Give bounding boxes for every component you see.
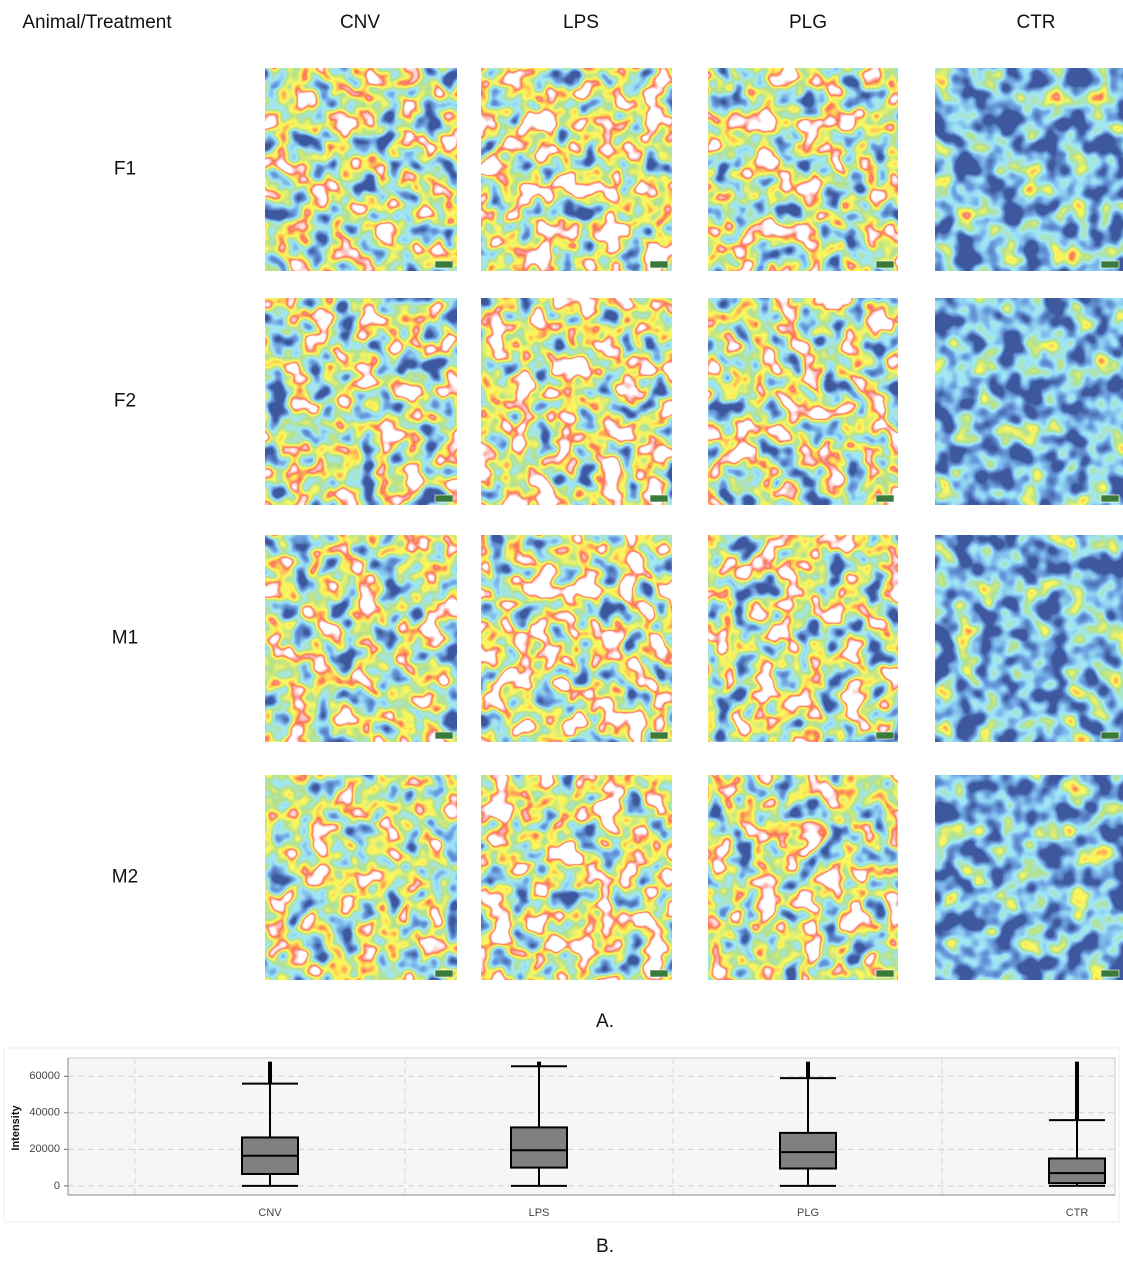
heatmap-panel <box>265 775 457 980</box>
box <box>779 1131 837 1170</box>
scale-bar <box>434 260 454 269</box>
heatmap-panel <box>708 68 898 271</box>
scale-bar <box>649 260 669 269</box>
scale-bar <box>434 969 454 978</box>
scale-bar <box>875 969 895 978</box>
box <box>510 1126 568 1169</box>
y-tick-label: 40000 <box>29 1107 60 1119</box>
column-label: CNV <box>340 12 380 33</box>
column-label: CTR <box>1016 12 1055 33</box>
scale-bar <box>875 260 895 269</box>
heatmap-panel <box>265 68 457 271</box>
scale-bar <box>1100 731 1120 740</box>
scale-bar <box>434 731 454 740</box>
x-tick-label: CTR <box>1066 1207 1089 1219</box>
heatmap-panel <box>265 298 457 505</box>
scale-bar <box>1100 494 1120 503</box>
row-label: F2 <box>114 391 136 412</box>
heatmap-panel <box>265 535 457 742</box>
scale-bar <box>649 731 669 740</box>
heatmap-panel <box>481 68 672 271</box>
caption-a: A. <box>596 1011 614 1032</box>
scale-bar <box>649 494 669 503</box>
heatmap-panel <box>708 298 898 505</box>
scale-bar <box>875 494 895 503</box>
scale-bar <box>649 969 669 978</box>
y-axis-label: Intensity <box>10 1105 22 1151</box>
scale-bar <box>875 731 895 740</box>
x-tick-label: PLG <box>797 1207 819 1219</box>
heatmap-panel <box>481 298 672 505</box>
heatmap-panel <box>481 775 672 980</box>
heatmap-panel <box>935 775 1123 980</box>
header: Animal/Treatment <box>22 12 172 33</box>
heatmap-panel <box>935 535 1123 742</box>
row-label: F1 <box>114 159 136 180</box>
heatmap-panel <box>935 68 1123 271</box>
box <box>1048 1157 1106 1185</box>
x-tick-label: LPS <box>529 1207 550 1219</box>
scale-bar <box>434 494 454 503</box>
row-label: M2 <box>112 867 138 888</box>
y-tick-label: 0 <box>54 1180 60 1192</box>
caption-b: B. <box>596 1236 614 1256</box>
y-tick-label: 60000 <box>29 1070 60 1082</box>
scale-bar <box>1100 260 1120 269</box>
plot-area <box>67 1057 1116 1196</box>
x-tick-label: CNV <box>258 1207 282 1219</box>
column-label: PLG <box>789 12 827 33</box>
heatmap-panel <box>481 535 672 742</box>
heatmap-panel <box>708 535 898 742</box>
scale-bar <box>1100 969 1120 978</box>
y-tick-label: 20000 <box>29 1143 60 1155</box>
heatmap-panel <box>708 775 898 980</box>
column-label: LPS <box>563 12 599 33</box>
row-label: M1 <box>112 628 138 649</box>
heatmap-panel <box>935 298 1123 505</box>
plot-frame <box>3 1047 1120 1223</box>
